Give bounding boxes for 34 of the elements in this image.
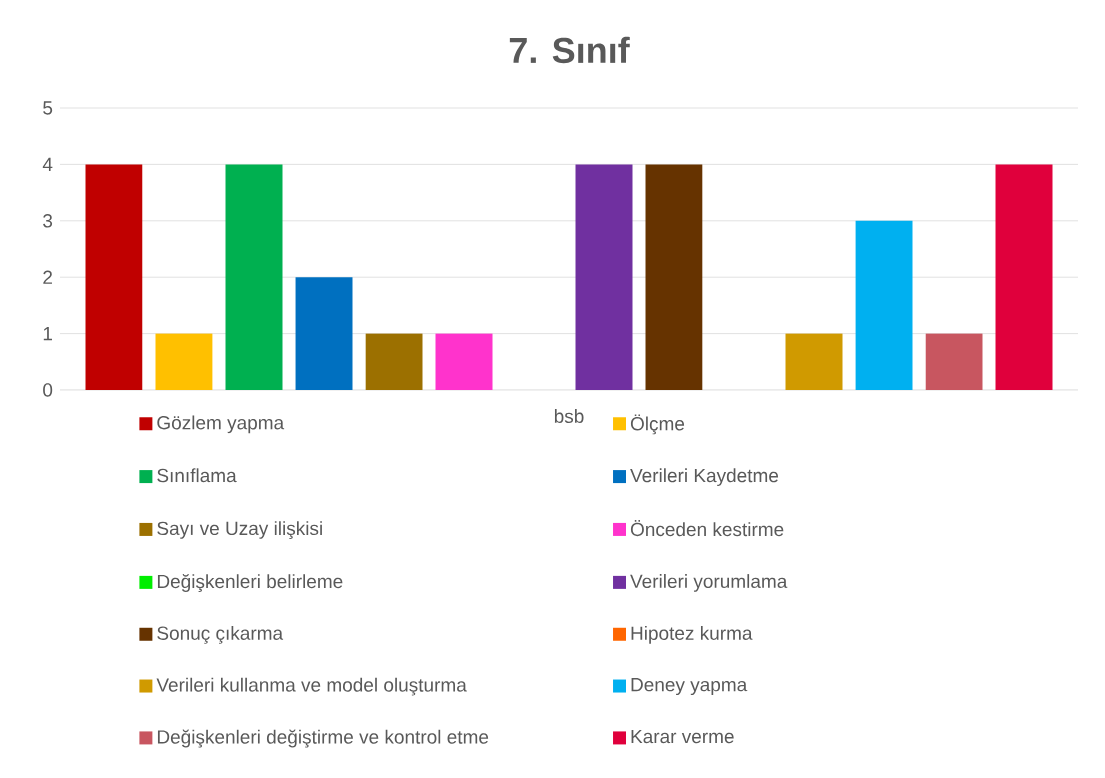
legend-label: Sınıflama	[157, 468, 237, 483]
legend-label: Değişkenleri belirleme	[157, 573, 343, 592]
legend-label: Değişkenleri değiştirme ve kontrol etme	[157, 729, 489, 748]
legend-label: Ölçme	[630, 414, 685, 435]
bar	[995, 164, 1053, 390]
legend-label: Karar verme	[631, 729, 734, 744]
y-tick-label: 4	[42, 157, 53, 171]
bar	[645, 164, 703, 390]
y-tick-label: 2	[43, 270, 52, 284]
bar	[85, 164, 143, 390]
legend-label: Deney yapma	[631, 678, 748, 696]
legend-label: Sayı ve Uzay ilişkisi	[157, 521, 322, 539]
bar	[785, 333, 843, 390]
bar	[155, 333, 213, 390]
bar	[575, 164, 633, 390]
bar	[855, 220, 913, 390]
bar	[225, 164, 283, 390]
legend-label: Önceden kestirme	[630, 520, 784, 537]
x-tick-label: bsb	[554, 409, 584, 424]
y-tick-label: 0	[43, 383, 53, 397]
chart-title: 7. Sınıf	[509, 36, 630, 64]
legend-label: Gözlem yapma	[157, 415, 285, 434]
y-tick-label: 5	[43, 101, 53, 115]
y-tick-label: 3	[43, 214, 53, 228]
y-tick-label: 1	[43, 327, 52, 341]
legend-label: Verileri Kaydetme	[630, 468, 779, 487]
legend-label: Verileri kullanma ve model oluşturma	[156, 677, 467, 696]
legend-label: Hipotez kurma	[631, 625, 753, 644]
legend-label: Sonuç çıkarma	[157, 625, 284, 644]
bar	[365, 333, 423, 390]
bar	[925, 333, 983, 390]
legend-label: Verileri yorumlama	[630, 574, 788, 592]
bar	[295, 277, 353, 390]
bar	[435, 333, 493, 390]
